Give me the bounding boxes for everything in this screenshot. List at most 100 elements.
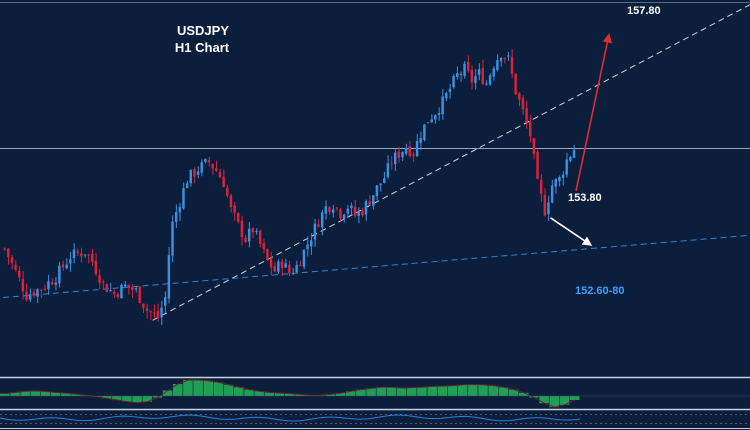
candle-body [430,119,433,123]
candle-body [153,312,156,314]
histogram-bar [386,387,397,396]
candle-body [251,228,255,233]
candle-body [401,152,404,158]
candle-body [189,169,192,184]
candle-body [397,151,401,158]
candle-body [466,61,470,71]
candle-body [160,307,163,318]
candle-body [167,255,171,299]
histogram-bar [284,393,295,396]
candle-body [3,248,6,250]
candle-body [156,311,160,319]
candle-body [302,249,306,267]
candle-body [211,164,214,169]
candle-body [434,115,437,120]
candle-body [507,55,510,57]
candle-body [149,311,152,313]
candle-body [419,137,422,143]
candle-body [393,152,397,165]
candle-body [269,258,273,268]
histogram-bar [101,396,112,399]
candle-body [262,243,265,249]
candle-body [383,178,386,183]
candle-body [47,281,50,290]
candle-body [463,63,466,76]
candle-body [237,213,240,222]
candle-body [445,92,448,99]
candle-body [339,209,342,219]
candle-body [98,275,101,283]
histogram-bar [559,396,570,405]
candle-body [346,208,349,214]
candle-body [87,254,90,256]
histogram-bar [447,385,458,396]
candle-body [193,169,196,177]
candle-body [134,288,138,290]
candle-body [353,206,357,216]
histogram-bar [417,387,427,396]
candle-body [76,251,79,254]
candle-body [21,278,25,292]
candle-body [109,290,112,292]
histogram-bar [376,387,387,396]
candle-body [313,223,317,240]
histogram-bar [295,394,305,396]
histogram-bar [498,387,509,396]
candle-body [218,172,222,178]
candle-body [452,75,455,88]
candle-body [291,272,295,274]
candle-body [558,177,561,182]
candle-body [280,261,284,268]
candle-body [474,76,477,84]
candle-body [91,253,94,262]
rising-support-trendline [152,4,750,321]
candle-body [174,212,178,222]
annotation-layer [550,33,613,246]
histogram-bar [152,396,163,398]
candle-body [258,230,262,245]
candle-body [247,228,251,242]
histogram-signal-line [5,379,576,408]
histogram-bar [529,396,539,398]
candle-body [481,67,484,85]
histogram-bar [50,392,61,396]
candle-body [255,231,258,233]
candle-body [492,68,495,77]
candle-body [529,121,532,137]
candle-body [368,201,371,205]
candle-body [18,270,21,278]
histogram-bar [203,380,214,396]
histogram-bar [478,384,488,396]
candle-body [101,281,105,283]
candle-body [83,254,87,256]
histogram-bar [254,391,264,396]
histogram-bar [10,392,20,396]
candle-body [200,162,203,173]
histogram-bar [508,389,519,396]
candle-body [324,206,328,214]
candle-body [69,259,72,264]
indicator-panel [0,379,750,408]
chart-subtitle: H1 Chart [175,40,230,55]
candle-body [127,284,130,288]
candle-body [547,202,550,215]
arrow-down-1 [550,217,593,246]
candle-body [386,163,390,178]
candle-body [423,124,426,140]
histogram-bar [518,392,529,396]
histogram-bar [183,380,193,396]
candle-body [499,57,503,62]
candle-body [488,75,492,85]
line-layer [0,4,750,321]
candle-body [496,60,499,70]
candle-body [525,108,528,123]
histogram-bar [427,386,437,396]
candle-body [215,168,218,172]
candle-body [569,157,572,161]
candle-body [32,292,36,296]
histogram-bar [142,396,153,402]
candle-body [240,220,244,238]
histogram-bar [549,396,560,408]
candle-body [94,260,98,274]
candle-body [470,69,474,83]
